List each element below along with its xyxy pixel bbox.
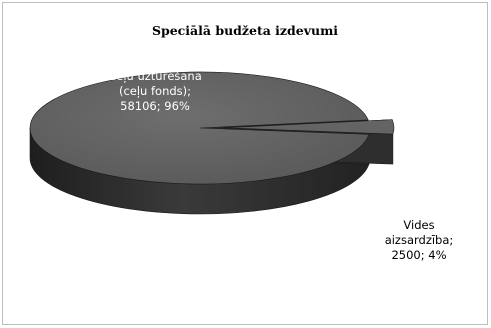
chart-title: Speciālā budžeta izdevumi bbox=[151, 23, 339, 38]
slice-label-cels: Ceļu uzturēšana (ceļu fonds); 58106; 96% bbox=[108, 69, 202, 113]
slice-label-vides: Vides aizsardzība; 2500; 4% bbox=[384, 218, 454, 262]
pie-slice-0 bbox=[29, 71, 370, 185]
pie-slice-1 bbox=[223, 119, 395, 135]
